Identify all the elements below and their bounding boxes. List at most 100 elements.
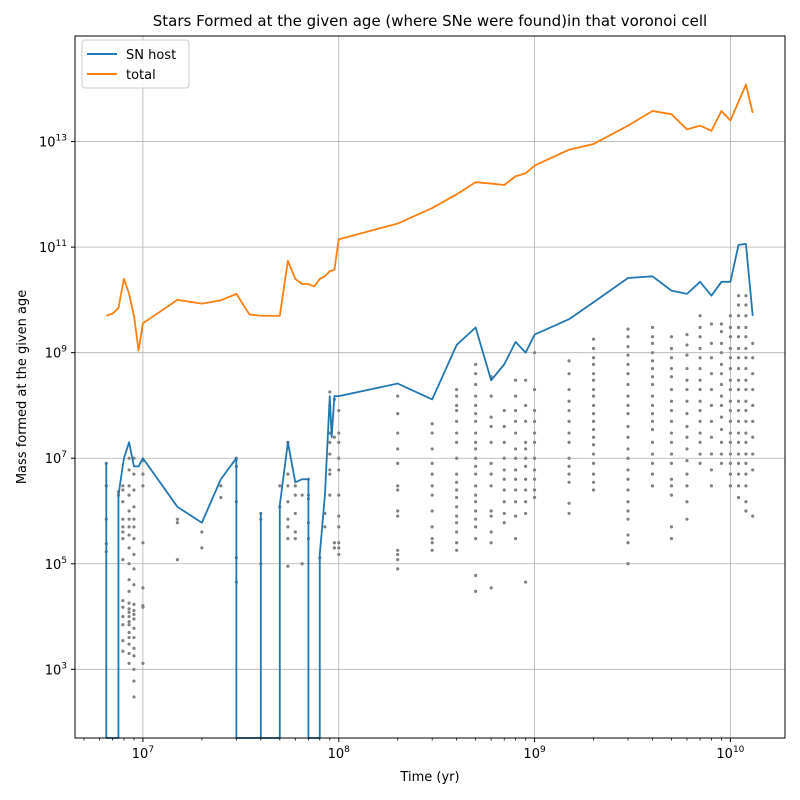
scatter-point <box>337 456 341 460</box>
scatter-point <box>567 399 571 403</box>
scatter-point <box>719 427 724 432</box>
scatter-point <box>337 431 341 435</box>
scatter-point <box>728 431 733 435</box>
scatter-point <box>626 382 630 387</box>
scatter-point <box>719 372 724 376</box>
scatter-point <box>626 562 630 566</box>
scatter-point <box>430 493 434 497</box>
scatter-point <box>514 488 518 492</box>
scatter-point <box>127 620 131 624</box>
scatter-point <box>626 353 630 357</box>
scatter-point <box>337 493 341 497</box>
scatter-point <box>626 509 630 513</box>
scatter-point <box>698 452 702 456</box>
scatter-point <box>626 517 630 521</box>
y-tick-label-exponent: 7 <box>61 450 67 460</box>
scatter-point <box>293 493 297 497</box>
scatter-point <box>430 509 434 513</box>
scatter-point <box>121 525 125 529</box>
scatter-point <box>719 461 724 465</box>
scatter-point <box>121 484 125 488</box>
scatter-point <box>736 495 741 500</box>
scatter-point <box>286 472 290 476</box>
y-tick-label-exponent: 5 <box>61 556 67 566</box>
x-tick-label-exponent: 8 <box>344 745 350 755</box>
scatter-point <box>567 408 571 413</box>
scatter-point <box>127 610 131 614</box>
scatter-point <box>141 586 145 590</box>
scatter-point <box>430 541 434 545</box>
scatter-point <box>396 558 400 562</box>
scatter-point <box>751 341 755 345</box>
scatter-point <box>514 456 518 460</box>
scatter-point <box>524 403 528 408</box>
scatter-point <box>489 394 493 398</box>
scatter-point <box>719 330 724 334</box>
scatter-point <box>396 514 400 518</box>
scatter-point <box>650 375 655 379</box>
scatter-point <box>685 472 689 476</box>
scatter-point <box>736 440 741 444</box>
scatter-point <box>300 493 304 497</box>
scatter-point <box>293 484 297 488</box>
scatter-point <box>532 495 537 500</box>
scatter-point <box>328 390 332 394</box>
scatter-point <box>286 564 290 568</box>
scatter-point <box>524 511 528 516</box>
scatter-point <box>132 617 136 621</box>
scatter-point <box>474 419 478 423</box>
scatter-point <box>728 356 733 360</box>
scatter-point <box>524 456 528 460</box>
scatter-point <box>489 440 493 444</box>
scatter-point <box>430 472 434 476</box>
scatter-point <box>127 562 131 566</box>
scatter-point <box>567 419 571 423</box>
scatter-point <box>489 484 493 488</box>
scatter-point <box>286 517 290 521</box>
scatter-point <box>337 546 341 550</box>
scatter-point <box>669 375 674 379</box>
scatter-point <box>669 440 674 444</box>
scatter-point <box>728 366 733 371</box>
scatter-point <box>337 552 341 557</box>
scatter-point <box>489 586 493 590</box>
scatter-point <box>736 484 741 488</box>
scatter-point <box>626 327 630 331</box>
scatter-point <box>709 484 714 488</box>
scatter-point <box>744 303 748 307</box>
scatter-point <box>502 488 506 492</box>
x-tick-label-base: 10 <box>523 747 540 762</box>
scatter-point <box>532 468 537 472</box>
scatter-point <box>751 419 755 423</box>
scatter-point <box>455 488 459 492</box>
scatter-point <box>514 419 518 423</box>
scatter-point <box>719 362 724 366</box>
scatter-point <box>567 440 571 444</box>
y-tick-label: 109 <box>45 345 68 362</box>
scatter-point <box>514 537 518 541</box>
y-tick-label-base: 10 <box>45 558 62 573</box>
y-tick-label-base: 10 <box>39 241 56 256</box>
scatter-point <box>751 514 755 518</box>
scatter-point <box>474 589 478 593</box>
scatter-point <box>474 394 478 398</box>
scatter-point <box>127 517 131 521</box>
scatter-point <box>744 452 748 456</box>
scatter-point <box>532 488 537 492</box>
scatter-point <box>751 372 755 376</box>
scatter-point <box>698 325 702 330</box>
scatter-point <box>200 530 204 534</box>
scatter-point <box>132 525 136 529</box>
legend: SN host total <box>81 39 190 89</box>
scatter-point <box>474 431 478 435</box>
scatter-point <box>626 345 630 349</box>
scatter-point <box>141 605 145 609</box>
scatter-point <box>474 440 478 444</box>
scatter-point <box>300 562 304 566</box>
scatter-point <box>650 419 655 423</box>
scatter-point <box>455 440 459 444</box>
scatter-point <box>127 484 131 488</box>
scatter-point <box>286 525 290 529</box>
scatter-point <box>455 548 459 552</box>
